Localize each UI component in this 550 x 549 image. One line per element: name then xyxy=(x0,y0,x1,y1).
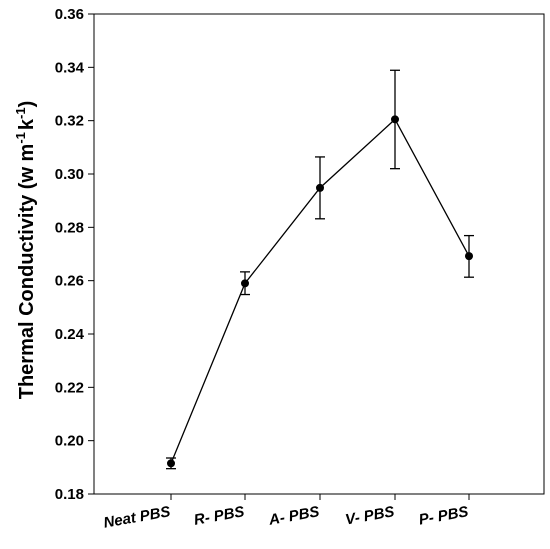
y-axis-title-sup1: -1 xyxy=(13,132,28,144)
series-layer xyxy=(166,69,474,470)
y-tick-label: 0.26 xyxy=(55,273,84,290)
x-tick-label: P- PBS xyxy=(417,503,469,528)
x-tick-label: R- PBS xyxy=(193,503,246,529)
y-axis-title: Thermal Conductivity (w m-1k-1) xyxy=(13,101,38,400)
data-point xyxy=(167,459,175,468)
data-point xyxy=(316,183,324,192)
data-point xyxy=(241,279,249,288)
x-tick-label: V- PBS xyxy=(344,503,396,528)
y-tick-label: 0.22 xyxy=(55,379,84,396)
y-axis-title-mid: k xyxy=(16,118,38,130)
x-axis-ticks: Neat PBS R- PBS A- PBS V- PBS P- PBS xyxy=(102,494,470,532)
y-tick-label: 0.32 xyxy=(55,113,84,130)
y-axis-ticks: 0.18 0.20 0.22 0.24 0.26 0.28 0.30 0.32 0.34 0.36 xyxy=(55,6,94,503)
y-tick-label: 0.36 xyxy=(55,6,84,23)
data-point xyxy=(391,115,399,124)
y-axis-title-sup2: -1 xyxy=(13,107,28,119)
y-tick-label: 0.24 xyxy=(55,326,85,343)
data-point xyxy=(465,252,473,261)
x-tick-label: Neat PBS xyxy=(102,503,171,531)
x-tick-label: A- PBS xyxy=(267,503,321,529)
y-tick-label: 0.34 xyxy=(55,59,85,76)
y-axis-title-main: Thermal Conductivity (w m xyxy=(16,144,38,400)
y-tick-label: 0.30 xyxy=(55,166,84,183)
y-tick-label: 0.18 xyxy=(55,486,84,503)
y-tick-label: 0.20 xyxy=(55,433,84,450)
plot-frame xyxy=(93,13,545,495)
y-tick-label: 0.28 xyxy=(55,219,84,236)
y-axis-title-close: ) xyxy=(16,101,38,108)
